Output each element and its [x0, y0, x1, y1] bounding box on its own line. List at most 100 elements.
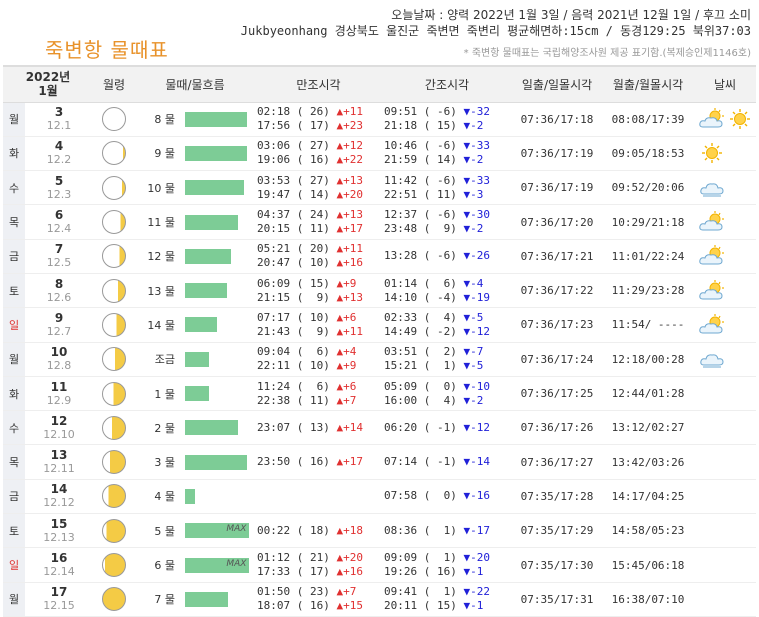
moon-phase-cell [93, 342, 136, 377]
high-tide-1: 06:09 ( 15) [257, 276, 337, 290]
moon-phase-icon [102, 484, 127, 509]
max-label: MAX [226, 524, 247, 535]
moonrise-moonset: 12:18/00:28 [602, 342, 695, 377]
low-tide-2: 14:10 ( -4) [384, 290, 464, 304]
sunrise-sunset: 07:36/17:19 [512, 136, 603, 172]
high-tide-2-delta: ▲+15 [336, 599, 364, 613]
weather-cell [694, 376, 757, 412]
high-tide-2-delta: ▲+22 [336, 153, 364, 167]
high-tide-2-delta: ▲+13 [336, 290, 364, 304]
tide-bar-cell [183, 342, 256, 377]
moon-phase-cell [93, 410, 136, 446]
tide-bar-cell [183, 307, 256, 343]
day-of-week: 일 [3, 547, 25, 583]
sunrise-sunset: 07:36/17:27 [512, 444, 603, 480]
low-tide-2-delta: ▼-2 [463, 222, 484, 236]
table-row: 월 10 12.8 조금 09:04 ( 6) ▲+4 22:11 ( 10) ▲+9 0… [3, 342, 757, 377]
weather-cell [694, 307, 757, 343]
moon-phase-cell [93, 307, 136, 343]
moonrise-moonset: 08:08/17:39 [602, 102, 695, 137]
moonrise-moonset: 09:52/20:06 [602, 170, 695, 206]
date-cell: 8 12.6 [25, 273, 94, 309]
moonrise-moonset: 15:45/06:18 [602, 547, 695, 583]
moon-phase-cell [93, 102, 136, 137]
day-of-week: 수 [3, 170, 25, 206]
tide-name: 11 물 [135, 204, 184, 240]
high-tide-1-delta: ▲+20 [336, 551, 364, 564]
lunar-date: 12.2 [46, 153, 72, 167]
date-cell: 14 12.12 [25, 479, 94, 515]
lunar-date: 12.8 [46, 359, 72, 373]
table-row: 토 8 12.6 13 물 06:09 ( 15) ▲+9 21:15 ( 9) ▲+1… [3, 273, 757, 309]
solar-date: 17 [50, 585, 68, 600]
tide-name: 8 물 [135, 102, 184, 137]
tide-strength-bar [185, 214, 239, 230]
low-tide-1-delta: ▼-33 [463, 173, 491, 187]
lunar-date: 12.11 [43, 462, 75, 476]
sunrise-sunset: 07:35/17:29 [512, 513, 603, 549]
sunrise-header: 일출/일몰시각 [512, 65, 603, 103]
lunar-date: 12.7 [46, 324, 72, 338]
high-tide-1: 03:53 ( 27) [257, 173, 337, 187]
sun-cloud-icon [698, 313, 726, 334]
low-tide-1: 13:28 ( -6) [384, 249, 464, 263]
tide-bar-cell [183, 479, 256, 515]
solar-date: 11 [50, 379, 68, 394]
weather-cell [694, 479, 757, 515]
high-tide-1: 07:17 ( 10) [257, 310, 337, 324]
tide-strength-bar [185, 420, 239, 436]
moonrise-header: 월출/월몰시각 [602, 65, 695, 103]
low-tide-times: 07:14 ( -1) ▼-14 [382, 444, 513, 480]
day-of-week: 수 [3, 410, 25, 446]
high-tide-2-delta: ▲+16 [336, 565, 364, 578]
low-tide-times: 01:14 ( 6) ▼-4 14:10 ( -4) ▼-19 [382, 273, 513, 309]
day-of-week: 화 [3, 136, 25, 172]
tide-bar-cell [183, 204, 256, 240]
low-tide-1-delta: ▼-20 [463, 551, 491, 564]
high-tide-times: 06:09 ( 15) ▲+9 21:15 ( 9) ▲+13 [255, 273, 383, 309]
lunar-date: 12.4 [46, 222, 72, 236]
moonrise-moonset: 12:44/01:28 [602, 376, 695, 412]
day-of-week: 목 [3, 204, 25, 240]
tide-name: 1 물 [135, 376, 184, 412]
high-tide-1-delta: ▲+17 [336, 455, 364, 469]
sunrise-sunset: 07:36/17:23 [512, 307, 603, 343]
date-cell: 12 12.10 [25, 410, 94, 446]
day-of-week: 월 [3, 582, 25, 617]
high-tide-1-delta: ▲+4 [336, 345, 357, 359]
lunar-date: 12.5 [46, 256, 72, 270]
moon-phase-cell [93, 582, 136, 617]
low-tide-times: 03:51 ( 2) ▼-7 15:21 ( 1) ▼-5 [382, 342, 513, 377]
moon-phase-cell [93, 170, 136, 206]
sunrise-sunset: 07:36/17:22 [512, 273, 603, 309]
tide-name: 5 물 [135, 513, 184, 549]
low-tide-2: 16:00 ( 4) [384, 393, 464, 407]
low-tide-times: 09:51 ( -6) ▼-32 21:18 ( 15) ▼-2 [382, 102, 513, 137]
high-tide-1: 11:24 ( 6) [257, 379, 337, 393]
high-tide-1-delta: ▲+6 [336, 379, 357, 393]
date-cell: 6 12.4 [25, 204, 94, 240]
moonrise-moonset: 11:01/22:24 [602, 239, 695, 274]
low-tide-1: 12:37 ( -6) [384, 208, 464, 222]
day-of-week: 금 [3, 239, 25, 274]
sunrise-sunset: 07:35/17:28 [512, 479, 603, 515]
low-tide-1-delta: ▼-5 [463, 310, 484, 324]
low-tide-1-delta: ▼-33 [463, 139, 491, 153]
low-tide-1-delta: ▼-10 [463, 379, 491, 393]
tide-strength-bar [185, 351, 209, 367]
moon-phase-icon [102, 312, 127, 337]
low-tide-2: 14:49 ( -2) [384, 324, 464, 338]
day-of-week: 월 [3, 342, 25, 377]
low-tide-header: 간조시각 [382, 65, 513, 103]
high-tide-2-delta: ▲+7 [336, 393, 357, 407]
high-tide-1: 23:07 ( 13) [257, 420, 337, 434]
day-of-week: 월 [3, 102, 25, 137]
today-date-info: 오늘날짜 : 양력 2022년 1월 3일 / 음력 2021년 12월 1일 … [391, 8, 751, 22]
solar-date: 12 [50, 413, 68, 428]
low-tide-2: 21:59 ( 14) [384, 153, 464, 167]
low-tide-1: 08:36 ( 1) [384, 523, 464, 537]
sun-icon [698, 143, 726, 164]
tide-bar-cell: MAX [183, 547, 256, 583]
high-tide-times: 23:07 ( 13) ▲+14 [255, 410, 383, 446]
moon-phase-icon [102, 141, 127, 166]
